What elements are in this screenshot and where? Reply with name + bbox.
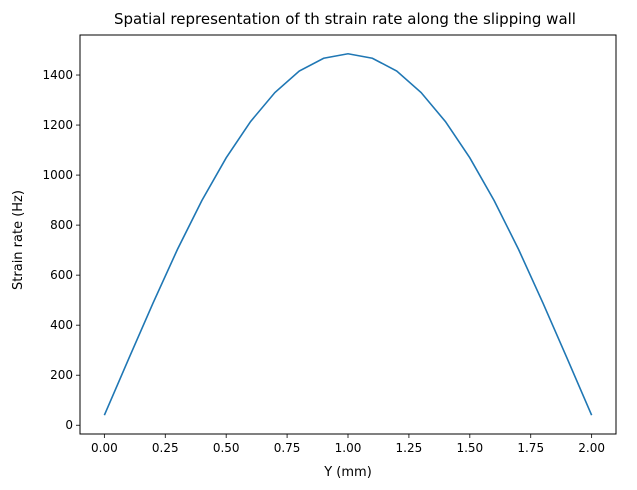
y-tick-label: 1200 [42,118,73,132]
x-tick-label: 0.25 [152,441,179,455]
y-tick-label: 1400 [42,68,73,82]
plot-area [103,52,593,416]
chart-title: Spatial representation of th strain rate… [114,10,576,28]
x-tick-label: 0.50 [213,441,240,455]
x-tick-label: 2.00 [578,441,605,455]
x-tick-label: 1.00 [335,441,362,455]
y-tick-label: 600 [50,268,73,282]
x-axis-ticks: 0.00 0.25 0.50 0.75 1.00 1.25 1.50 1.75 2.00 [91,434,605,455]
x-axis-label: Y (mm) [323,465,372,480]
x-tick-label: 0.00 [91,441,118,455]
y-axis-label: Strain rate (Hz) [11,190,26,290]
x-tick-label: 1.25 [396,441,423,455]
y-tick-label: 1000 [42,168,73,182]
y-tick-label: 200 [50,368,73,382]
y-axis-ticks: 0 200 400 600 800 1000 1200 1400 [42,68,80,432]
y-tick-label: 800 [50,218,73,232]
x-tick-label: 1.50 [456,441,483,455]
series-line [103,52,593,416]
x-tick-label: 1.75 [517,441,544,455]
y-tick-label: 0 [65,418,73,432]
y-tick-label: 400 [50,318,73,332]
x-tick-label: 0.75 [274,441,301,455]
